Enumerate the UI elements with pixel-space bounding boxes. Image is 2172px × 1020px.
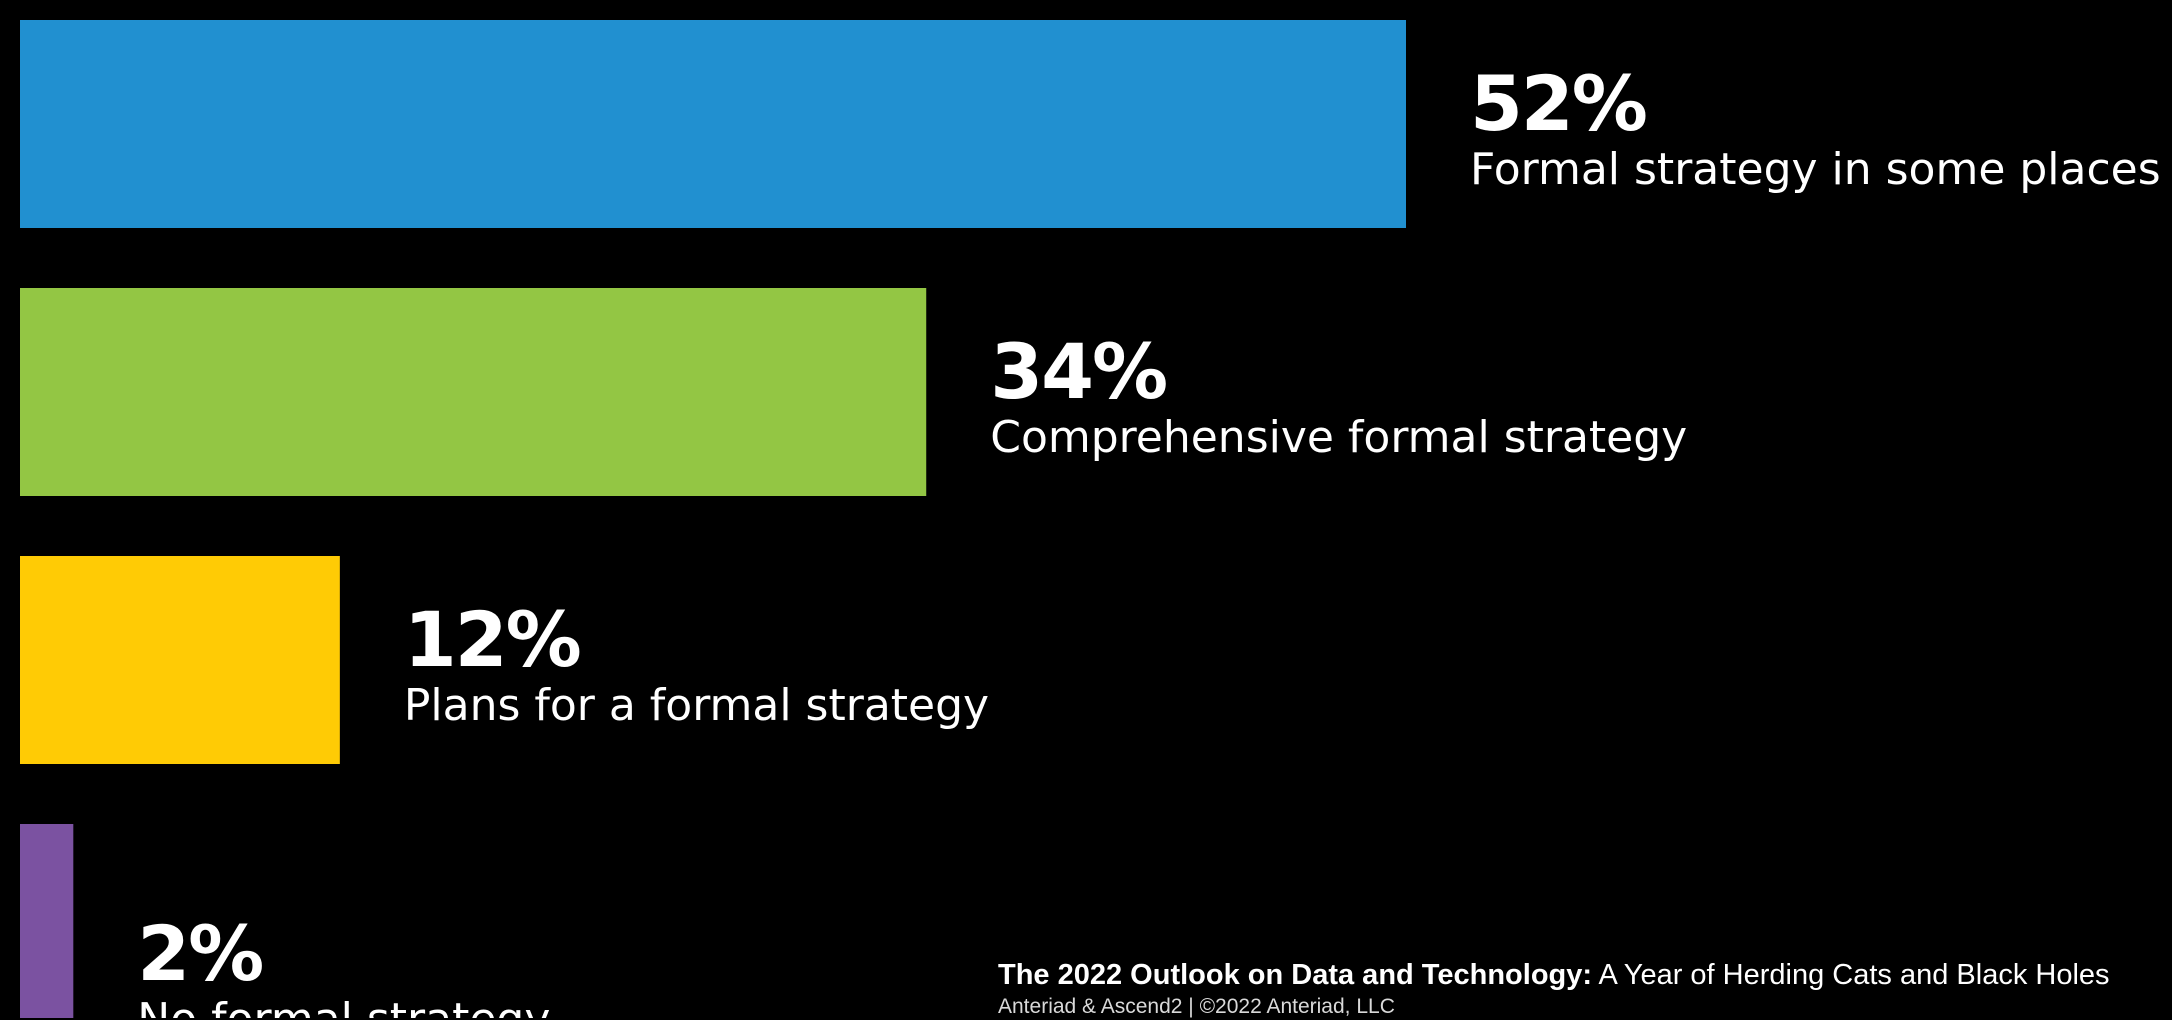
bar-value-label: 12% — [404, 595, 580, 684]
bar-category-label: Formal strategy in some places — [1470, 144, 2161, 195]
bar-category-label: No formal strategy — [137, 994, 550, 1018]
footer-report-title: The 2022 Outlook on Data and Technology: — [998, 959, 1593, 991]
bar-value-label: 2% — [137, 909, 262, 998]
bar-category-label: Plans for a formal strategy — [404, 680, 989, 731]
bar — [20, 556, 340, 764]
bar-category-label: Comprehensive formal strategy — [990, 412, 1687, 463]
bar-group: 34%Comprehensive formal strategy — [20, 288, 1687, 496]
bar-group: 2%No formal strategy — [20, 824, 550, 1018]
bar-group: 52%Formal strategy in some places — [20, 20, 2161, 228]
bar — [20, 824, 74, 1018]
bar-value-label: 34% — [990, 327, 1166, 416]
footer: The 2022 Outlook on Data and Technology:… — [998, 956, 2148, 1020]
footer-credit: Anteriad & Ascend2 | ©2022 Anteriad, LLC — [998, 995, 1395, 1018]
bar-group: 12%Plans for a formal strategy — [20, 556, 989, 764]
bar — [20, 288, 927, 496]
bar — [20, 20, 1406, 228]
footer-report-subtitle: A Year of Herding Cats and Black Holes — [1592, 959, 2110, 991]
footer-report-line: The 2022 Outlook on Data and Technology:… — [998, 956, 2148, 994]
bar-value-label: 52% — [1470, 59, 1646, 148]
